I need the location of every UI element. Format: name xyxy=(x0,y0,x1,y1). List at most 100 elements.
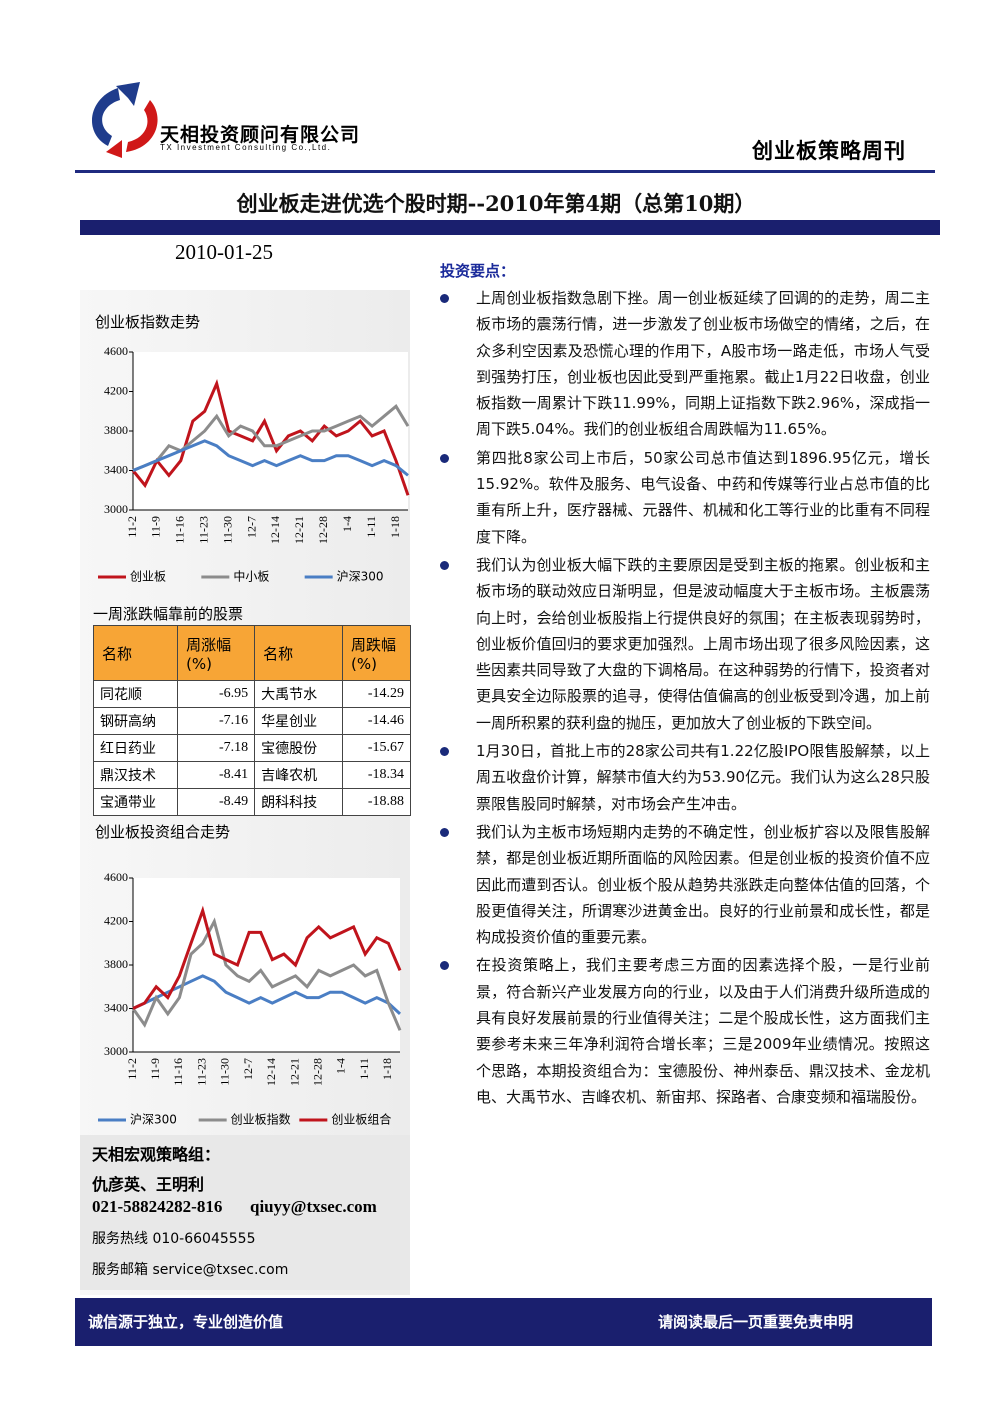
table: 名称 周涨幅(%) 名称 周跌幅(%) 同花顺 -6.95 大禹节水 -14.29 钢研… xyxy=(92,625,411,816)
table-header: 名称 xyxy=(254,625,344,681)
series-line xyxy=(132,439,409,477)
footer xyxy=(75,1298,932,1346)
bullet-text: 在投资策略上，我们主要考虑三方面的因素选择个股，一是行业前景，符合新兴产业发展方… xyxy=(476,956,930,1106)
x-tick-label: 11-23 xyxy=(194,1058,208,1086)
chart-title: 创业板投资组合走势 xyxy=(95,823,231,841)
legend-label: 中小板 xyxy=(233,569,269,584)
bullet-dot xyxy=(440,827,449,837)
bullet-text: 我们认为创业板大幅下跌的主要原因是受到主板的拖累。创业板和主板市场的联动效应日渐… xyxy=(476,555,930,732)
y-tick-label: 3800 xyxy=(104,957,128,971)
legend-label: 沪深300 xyxy=(130,1113,177,1127)
table-header: 名称 xyxy=(92,625,179,681)
plot-area xyxy=(133,878,400,1052)
table-cell: 吉峰农机 xyxy=(254,761,344,789)
publication: 创业板策略周刊 xyxy=(752,138,906,163)
series-line xyxy=(132,974,402,1015)
section-title: 投资要点： xyxy=(440,262,516,280)
bullet-dot xyxy=(440,560,449,570)
bullet-dot xyxy=(440,747,449,757)
series-line xyxy=(131,917,402,1031)
bullet-item: 在投资策略上，我们主要考虑三方面的因素选择个股，一是行业前景，符合新兴产业发展方… xyxy=(440,952,930,1110)
x-tick-label: 1-18 xyxy=(380,1058,394,1080)
footer-right: 请阅读最后一页重要免责申明 xyxy=(658,1313,854,1331)
table-cell: 鼎汉技术 xyxy=(92,761,179,789)
table-cell: 红日药业 xyxy=(92,734,179,762)
x-tick-label: 12-28 xyxy=(316,516,330,544)
table-cell: 朗科科技 xyxy=(254,788,344,816)
bullet-item: 1月30日，首批上市的28家公司共有1.22亿股IPO限售股解禁，以上周五收盘价… xyxy=(440,738,930,817)
bullet-dot xyxy=(440,961,449,971)
series-line xyxy=(131,378,410,496)
y-tick-label: 4600 xyxy=(104,344,128,358)
x-tick-label: 11-9 xyxy=(148,1058,162,1080)
series-line xyxy=(132,404,410,472)
contact-team: 天相宏观策略组： xyxy=(92,1145,221,1164)
table-caption: 一周涨跌幅靠前的股票 xyxy=(93,605,244,623)
table-cell: -8.41 xyxy=(177,761,256,789)
footer-left: 诚信源于独立，专业创造价值 xyxy=(88,1313,284,1331)
bullet-item: 我们认为主板市场短期内走势的不确定性，创业板扩容以及限售股解禁，都是创业板近期所… xyxy=(440,819,930,950)
service-email: 服务邮箱 service@txsec.com xyxy=(92,1262,289,1278)
bullet-item: 上周创业板指数急剧下挫。周一创业板延续了回调的的走势，周二主板市场的震荡行情，进… xyxy=(440,285,930,443)
table-cell: -8.49 xyxy=(177,788,256,816)
y-tick-label: 3400 xyxy=(104,462,128,476)
x-tick-label: 12-7 xyxy=(241,1058,255,1080)
bullet-text: 1月30日，首批上市的28家公司共有1.22亿股IPO限售股解禁，以上周五收盘价… xyxy=(476,742,930,813)
y-tick-label: 4200 xyxy=(104,383,128,397)
legend-label: 创业板组合 xyxy=(331,1112,391,1127)
legend-label: 创业板 xyxy=(130,570,166,584)
x-tick-label: 11-2 xyxy=(125,516,139,538)
chart: 3000 3400 3800 4200 4600 11-2 11-9 11-16 11-23 11… xyxy=(98,870,402,1127)
date-inner xyxy=(80,235,420,278)
table-cell: 宝德股份 xyxy=(254,734,344,762)
table-row: 同花顺 -6.95 大禹节水 -14.29 xyxy=(92,680,411,708)
table-cell: -18.34 xyxy=(342,761,411,789)
table-row: 鼎汉技术 -8.41 吉峰农机 -18.34 xyxy=(92,761,411,789)
y-tick-label: 3000 xyxy=(104,1044,128,1058)
x-tick-label: 12-21 xyxy=(287,1058,301,1086)
y-tick-label: 3800 xyxy=(104,423,128,437)
plot-area xyxy=(133,352,408,510)
table-cell: -14.46 xyxy=(342,707,411,735)
x-tick-label: 11-16 xyxy=(171,1058,185,1086)
company-name: 天相投资顾问有限公司 xyxy=(160,124,361,146)
bullet-item: 我们认为创业板大幅下跌的主要原因是受到主板的拖累。创业板和主板市场的联动效应日渐… xyxy=(440,552,930,736)
doc-title: 创业板走进优选个股时期--2010年第4期（总第10期） xyxy=(236,191,756,216)
contact-box xyxy=(80,1135,410,1290)
contact-email: qiuyy@txsec.com xyxy=(250,1197,377,1216)
date: 2010-01-25 xyxy=(175,240,273,264)
rule xyxy=(75,170,935,173)
company-name-en: TX Investment Consulting Co.,Ltd. xyxy=(160,143,332,152)
x-tick-label: 1-11 xyxy=(357,1058,371,1080)
table-row: 钢研高纳 -7.16 华星创业 -14.46 xyxy=(92,707,411,735)
x-tick-label: 1-4 xyxy=(334,1058,348,1074)
table-cell: -7.16 xyxy=(177,707,256,735)
bullet-item: 第四批8家公司上市后，50家公司总市值达到1896.95亿元，增长15.92%。… xyxy=(440,445,930,550)
x-tick-label: 1-18 xyxy=(388,516,402,538)
table-cell: 华星创业 xyxy=(254,707,344,735)
bullets: 上周创业板指数急剧下挫。周一创业板延续了回调的的走势，周二主板市场的震荡行情，进… xyxy=(440,285,930,1112)
bullet-dot xyxy=(440,294,449,303)
x-tick-label: 11-9 xyxy=(149,516,163,538)
y-tick-label: 4200 xyxy=(104,913,128,927)
y-tick-label: 4600 xyxy=(104,870,128,884)
x-tick-label: 11-30 xyxy=(220,516,234,544)
contact-names: 仇彦英、王明利 xyxy=(92,1175,205,1194)
x-tick-label: 11-2 xyxy=(125,1058,139,1080)
y-tick-label: 3000 xyxy=(104,502,128,516)
bullet-text: 上周创业板指数急剧下挫。周一创业板延续了回调的的走势，周二主板市场的震荡行情，进… xyxy=(476,289,930,439)
table-cell: 钢研高纳 xyxy=(92,707,179,735)
table-cell: 同花顺 xyxy=(92,680,179,708)
table-cell: -6.95 xyxy=(177,680,256,708)
legend-label: 沪深300 xyxy=(337,570,384,584)
x-tick-label: 11-16 xyxy=(173,516,187,544)
bullet-text: 第四批8家公司上市后，50家公司总市值达到1896.95亿元，增长15.92%。… xyxy=(476,448,930,546)
x-tick-label: 12-14 xyxy=(268,516,282,544)
y-tick-label: 3400 xyxy=(104,1000,128,1014)
table-cell: -7.18 xyxy=(177,734,256,762)
table-header: 周跌幅(%) xyxy=(342,625,411,681)
table-cell: 大禹节水 xyxy=(254,680,344,708)
x-tick-label: 1-4 xyxy=(340,516,354,532)
series-line xyxy=(132,905,402,1010)
